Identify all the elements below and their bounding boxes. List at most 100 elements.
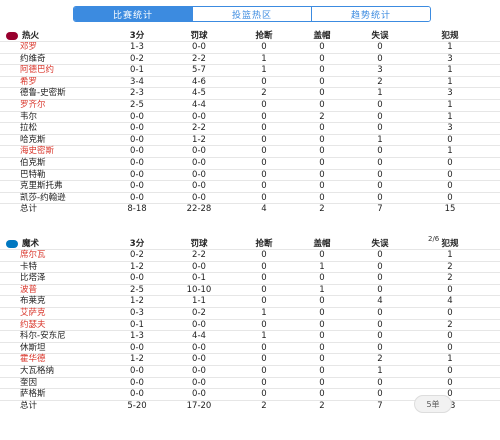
player-name[interactable]: 奎因 xyxy=(20,377,38,388)
player-row[interactable]: 席尔瓦 0-2 2-2 0 0 0 1 xyxy=(0,250,500,262)
stat-cell: 0-0 xyxy=(130,123,144,134)
player-name[interactable]: 伯克斯 xyxy=(20,157,46,168)
player-row[interactable]: 比塔泽 0-0 0-1 0 0 0 2 xyxy=(0,273,500,285)
player-row[interactable]: 约维奇 0-2 2-2 1 0 0 3 xyxy=(0,54,500,66)
stat-cell: 0-0 xyxy=(192,42,206,52)
stat-cell: 0 xyxy=(261,354,267,365)
player-row[interactable]: 伯克斯 0-0 0-0 0 0 0 0 xyxy=(0,158,500,170)
player-name[interactable]: 波普 xyxy=(20,284,38,295)
player-row[interactable]: 阿德巴约 0-1 5-7 1 0 3 1 xyxy=(0,65,500,77)
player-row[interactable]: 大瓦格纳 0-0 0-0 0 0 1 0 xyxy=(0,366,500,378)
stat-cell: 4-6 xyxy=(192,76,206,87)
stat-cell: 0-1 xyxy=(130,65,144,76)
stat-cell: 0 xyxy=(377,53,383,64)
column-header[interactable]: 3分 xyxy=(129,239,145,249)
column-header[interactable]: 盖帽 xyxy=(313,31,331,41)
tab-game-stats[interactable]: 比赛统计 xyxy=(74,7,193,21)
stat-cell: 0-0 xyxy=(192,169,206,180)
player-row[interactable]: 科尔-安东尼 1-3 4-4 1 0 0 0 xyxy=(0,331,500,343)
player-name[interactable]: 比塔泽 xyxy=(20,273,46,284)
player-row[interactable]: 邓罗 1-3 0-0 0 0 0 1 xyxy=(0,42,500,54)
player-row[interactable]: 卡特 1-2 0-0 0 1 0 2 xyxy=(0,262,500,274)
stat-cell: 0 xyxy=(447,169,453,180)
player-name[interactable]: 科尔-安东尼 xyxy=(20,331,66,342)
player-row[interactable]: 巴特勒 0-0 0-0 0 0 0 0 xyxy=(0,170,500,182)
stat-cell: 0 xyxy=(319,342,325,353)
player-name[interactable]: 克里斯托弗 xyxy=(20,181,63,192)
player-name[interactable]: 卡特 xyxy=(20,261,38,272)
player-row[interactable]: 凯莎-约翰逊 0-0 0-0 0 0 0 0 xyxy=(0,193,500,205)
total-label: 总计 xyxy=(20,204,38,215)
player-name[interactable]: 休斯坦 xyxy=(20,342,46,353)
player-row[interactable]: 波普 2-5 10-10 0 1 0 0 xyxy=(0,285,500,297)
player-name[interactable]: 德鲁-史密斯 xyxy=(20,88,66,99)
player-name[interactable]: 阿德巴约 xyxy=(20,65,55,76)
player-name[interactable]: 海史密斯 xyxy=(20,146,55,157)
stat-cell: 2-2 xyxy=(192,53,206,64)
player-name[interactable]: 凯莎-约翰逊 xyxy=(20,192,66,203)
player-name[interactable]: 罗齐尔 xyxy=(20,99,46,110)
stat-cell: 2-5 xyxy=(130,99,144,110)
total-cell: 2 xyxy=(319,204,325,215)
player-row[interactable]: 拉松 0-0 2-2 0 0 0 3 xyxy=(0,123,500,135)
stat-cell: 10-10 xyxy=(186,284,212,295)
player-name[interactable]: 希罗 xyxy=(20,76,38,87)
player-name[interactable]: 约瑟夫 xyxy=(20,319,46,330)
player-name[interactable]: 拉松 xyxy=(20,123,38,134)
player-name[interactable]: 大瓦格纳 xyxy=(20,365,55,376)
column-header[interactable]: 盖帽 xyxy=(313,239,331,249)
player-row[interactable]: 萨格斯 0-0 0-0 0 0 0 0 xyxy=(0,389,500,401)
player-row[interactable]: 韦尔 0-0 0-0 0 2 0 1 xyxy=(0,112,500,124)
column-header[interactable]: 失误 xyxy=(371,31,389,41)
tab-trend-stats[interactable]: 趋势统计 xyxy=(312,7,430,21)
column-header[interactable]: 抢断 xyxy=(255,239,273,249)
player-row[interactable]: 艾萨克 0-3 0-2 1 0 0 0 xyxy=(0,308,500,320)
player-name[interactable]: 哈克斯 xyxy=(20,134,46,145)
player-name[interactable]: 席尔瓦 xyxy=(20,250,46,260)
stat-cell: 0 xyxy=(447,377,453,388)
player-row[interactable]: 霍华德 1-2 0-0 0 0 2 1 xyxy=(0,354,500,366)
column-header[interactable]: 失误 xyxy=(371,239,389,249)
stat-cell: 1 xyxy=(447,42,453,52)
player-name[interactable]: 布莱克 xyxy=(20,296,46,307)
stat-cell: 3-4 xyxy=(130,76,144,87)
player-name[interactable]: 韦尔 xyxy=(20,111,38,122)
stat-cell: 0-0 xyxy=(192,389,206,400)
player-name[interactable]: 约维奇 xyxy=(20,53,46,64)
stat-cell: 0 xyxy=(377,319,383,330)
column-header[interactable]: 罚球 xyxy=(190,31,208,41)
tab-shot-chart[interactable]: 投篮热区 xyxy=(193,7,312,21)
player-name[interactable]: 艾萨克 xyxy=(20,307,46,318)
float-action-button[interactable]: 5单 xyxy=(414,395,452,413)
player-row[interactable]: 约瑟夫 0-1 0-0 0 0 0 2 xyxy=(0,320,500,332)
player-row[interactable]: 海史密斯 0-0 0-0 0 0 0 1 xyxy=(0,146,500,158)
stat-cell: 3 xyxy=(447,123,453,134)
column-header[interactable]: 3分 xyxy=(129,31,145,41)
stat-cell: 0-0 xyxy=(130,169,144,180)
player-row[interactable]: 希罗 3-4 4-6 0 0 2 1 xyxy=(0,77,500,89)
stat-cell: 0-2 xyxy=(130,250,144,260)
stat-cell: 0 xyxy=(319,250,325,260)
player-row[interactable]: 休斯坦 0-0 0-0 0 0 0 0 xyxy=(0,343,500,355)
column-header[interactable]: 犯规 xyxy=(441,31,459,41)
player-name[interactable]: 巴特勒 xyxy=(20,169,46,180)
player-row[interactable]: 哈克斯 0-0 1-2 0 0 1 0 xyxy=(0,135,500,147)
player-row[interactable]: 罗齐尔 2-5 4-4 0 0 0 1 xyxy=(0,100,500,112)
player-row[interactable]: 德鲁-史密斯 2-3 4-5 2 0 1 3 xyxy=(0,88,500,100)
player-row[interactable]: 克里斯托弗 0-0 0-0 0 0 0 0 xyxy=(0,181,500,193)
stat-cell: 0 xyxy=(377,342,383,353)
player-name[interactable]: 萨格斯 xyxy=(20,389,46,400)
column-header[interactable]: 抢断 xyxy=(255,31,273,41)
player-name[interactable]: 邓罗 xyxy=(20,42,38,52)
team-name: 魔术 xyxy=(22,239,40,249)
column-header[interactable]: 犯规 xyxy=(441,239,459,249)
stat-cell: 3 xyxy=(447,88,453,99)
stat-cell: 0 xyxy=(261,377,267,388)
player-name[interactable]: 霍华德 xyxy=(20,354,46,365)
column-header[interactable]: 罚球 xyxy=(190,239,208,249)
stat-cell: 0 xyxy=(261,192,267,203)
player-row[interactable]: 奎因 0-0 0-0 0 0 0 0 xyxy=(0,378,500,390)
stat-cell: 1 xyxy=(377,134,383,145)
stat-cell: 4 xyxy=(447,296,453,307)
player-row[interactable]: 布莱克 1-2 1-1 0 0 4 4 xyxy=(0,296,500,308)
